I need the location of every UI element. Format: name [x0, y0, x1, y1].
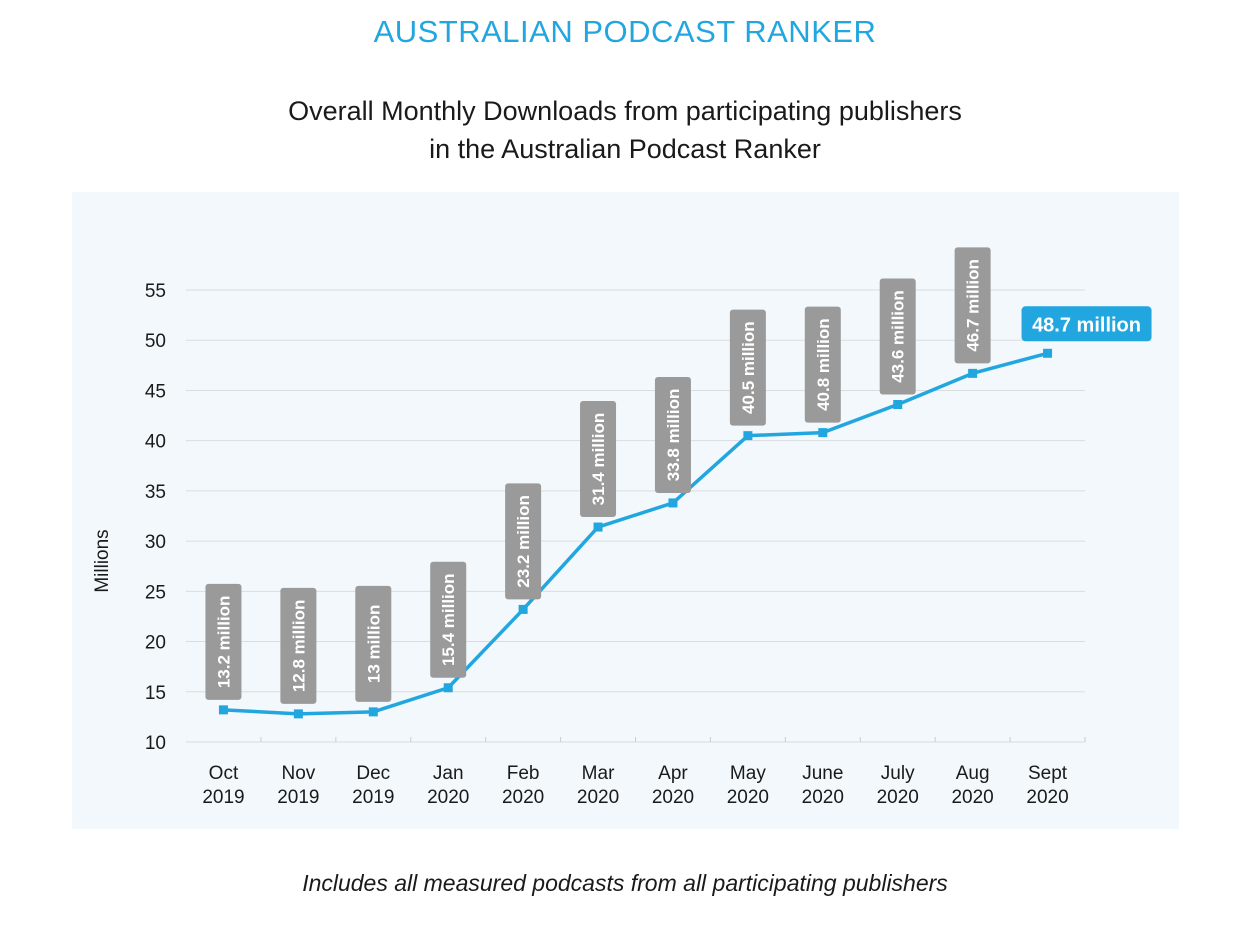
series-line: [223, 351, 1048, 716]
data-label: 46.7 million: [964, 259, 983, 352]
data-label: 33.8 million: [664, 389, 683, 482]
data-label-box: [804, 306, 841, 423]
x-tick-label: May 2020: [727, 763, 769, 808]
data-point: [443, 683, 453, 693]
chart-panel: 10 15 20 25 30 35 40 45 50 55 Millions Oct 2019 Nov 20…: [72, 192, 1179, 829]
x-tick-label: Jan 2020: [427, 763, 469, 808]
data-point: [518, 604, 528, 614]
y-tick-label: 25: [145, 582, 166, 603]
data-label: 12.8 million: [289, 600, 308, 693]
y-tick-label: 15: [145, 683, 166, 704]
data-point: [593, 522, 603, 532]
chart-title-line1: Overall Monthly Downloads from participa…: [288, 96, 962, 126]
data-label: 43.6 million: [889, 290, 908, 383]
x-tick-label: July 2020: [877, 763, 919, 808]
y-tick-label: 40: [145, 432, 166, 453]
y-tick-label: 20: [145, 633, 166, 654]
data-point: [668, 498, 678, 508]
data-label: 23.2 million: [514, 495, 533, 588]
brand-title: AUSTRALIAN PODCAST RANKER: [373, 14, 877, 49]
chart-title: Overall Monthly Downloads from participa…: [0, 92, 1250, 168]
data-point: [893, 400, 903, 410]
y-tick-label: 30: [145, 532, 166, 553]
data-label: 48.7 million: [1032, 314, 1141, 336]
y-tick-label: 50: [145, 331, 166, 352]
data-label-box: [954, 247, 991, 364]
x-tick-label: June 2020: [802, 763, 844, 808]
data-label: 13.2 million: [214, 596, 233, 689]
data-point: [368, 707, 378, 717]
data-point: [293, 709, 303, 719]
data-label-box: [654, 376, 691, 493]
data-label-box: [729, 309, 766, 426]
data-point: [743, 431, 753, 441]
data-label: 40.5 million: [739, 321, 758, 414]
x-tick-label: Apr 2020: [652, 763, 694, 808]
y-tick-label: 55: [145, 281, 166, 302]
y-axis-label: Millions: [92, 529, 113, 592]
footnote: Includes all measured podcasts from all …: [302, 870, 948, 896]
x-tick-label: Feb 2020: [502, 763, 544, 808]
data-label-box: [580, 401, 617, 518]
x-tick-label: Dec 2019: [352, 763, 394, 808]
data-label-box: [355, 585, 392, 702]
data-label-box: [205, 583, 242, 700]
x-tick-label: Nov 2019: [277, 763, 319, 808]
data-point: [968, 368, 978, 378]
data-label: 40.8 million: [814, 318, 833, 411]
data-label-box: [505, 483, 542, 600]
y-tick-label: 10: [145, 733, 166, 754]
highlight-label-box: [1021, 306, 1152, 342]
chart-title-line2: in the Australian Podcast Ranker: [429, 134, 821, 164]
x-tick-label: Sept 2020: [1026, 763, 1068, 808]
data-label-box: [280, 587, 317, 704]
data-label: 13 million: [364, 605, 383, 683]
data-point: [1043, 348, 1053, 358]
data-point: [218, 705, 228, 715]
data-point: [818, 428, 828, 438]
y-tick-label: 45: [145, 381, 166, 402]
y-tick-label: 35: [145, 482, 166, 503]
line-chart: 10 15 20 25 30 35 40 45 50 55 Millions Oct 2019 Nov 20…: [92, 247, 1152, 808]
x-tick-label: Aug 2020: [951, 763, 993, 808]
data-label: 31.4 million: [589, 413, 608, 506]
data-label: 15.4 million: [439, 573, 458, 666]
data-label-box: [879, 278, 916, 395]
data-label-box: [430, 561, 467, 678]
x-tick-label: Oct 2019: [202, 763, 244, 808]
x-tick-label: Mar 2020: [577, 763, 619, 808]
